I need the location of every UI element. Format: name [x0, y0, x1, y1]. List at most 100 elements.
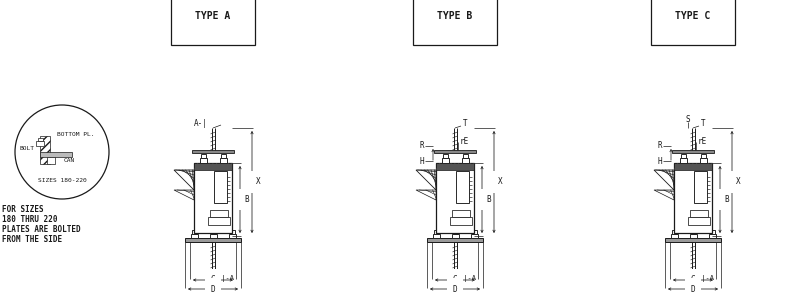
Bar [221, 154, 226, 158]
Bar [450, 217, 472, 225]
Text: A-|: A-| [194, 119, 208, 128]
Text: BOTTOM PL.: BOTTOM PL. [57, 131, 94, 136]
Bar [674, 163, 712, 233]
Bar [201, 154, 206, 158]
Text: B: B [724, 195, 729, 204]
Text: TYPE A: TYPE A [195, 10, 230, 20]
Bar [210, 277, 217, 281]
Text: 180 THRU 220: 180 THRU 220 [2, 215, 58, 224]
Text: C: C [453, 275, 458, 284]
Text: C: C [210, 275, 215, 284]
Polygon shape [654, 190, 674, 200]
Bar [710, 230, 714, 233]
Text: PLATES ARE BOLTED: PLATES ARE BOLTED [2, 226, 81, 235]
Text: TYPE C: TYPE C [675, 11, 710, 21]
Bar [36, 141, 44, 146]
Bar [462, 154, 467, 158]
Bar [699, 158, 706, 163]
Bar [453, 230, 458, 233]
Bar [690, 233, 697, 238]
Text: X: X [736, 178, 741, 187]
Bar [665, 238, 721, 242]
Bar [40, 152, 72, 157]
Text: H: H [420, 157, 425, 166]
Bar [689, 273, 698, 277]
Bar [192, 150, 234, 153]
Text: D: D [690, 284, 695, 293]
Bar [681, 154, 686, 158]
Bar [209, 273, 218, 277]
Bar [690, 277, 697, 281]
Bar [709, 233, 715, 238]
Bar [40, 136, 50, 164]
Text: T: T [701, 119, 706, 128]
Text: TYPE B: TYPE B [438, 11, 473, 21]
Bar [694, 171, 707, 203]
Bar [191, 230, 197, 233]
Bar [701, 154, 706, 158]
Text: -|-A: -|-A [218, 274, 235, 281]
Text: FROM THE SIDE: FROM THE SIDE [2, 236, 62, 244]
Bar [471, 230, 477, 233]
Bar [214, 171, 227, 203]
Bar [451, 233, 458, 238]
Bar [456, 171, 469, 203]
Bar [194, 163, 232, 170]
Bar [470, 233, 478, 238]
Text: H: H [658, 157, 662, 166]
Text: B: B [486, 195, 490, 204]
Text: -|-A: -|-A [698, 274, 715, 281]
Text: R: R [658, 142, 662, 151]
Bar [229, 233, 235, 238]
Text: TYPE A: TYPE A [195, 11, 230, 21]
Bar [436, 163, 474, 170]
Polygon shape [416, 170, 436, 190]
Text: T: T [463, 119, 468, 128]
Bar [436, 163, 474, 233]
Text: rE: rE [460, 137, 470, 146]
Bar [434, 230, 438, 233]
Polygon shape [416, 190, 436, 200]
Bar [452, 210, 470, 217]
Bar [690, 210, 708, 217]
Bar [688, 217, 710, 225]
Bar [194, 163, 232, 233]
Bar [442, 154, 447, 158]
Bar [199, 158, 206, 163]
Polygon shape [654, 170, 674, 190]
Bar [451, 277, 458, 281]
Bar [190, 233, 198, 238]
Bar [210, 233, 217, 238]
Bar [450, 273, 459, 277]
Bar [442, 158, 449, 163]
Text: FOR SIZES: FOR SIZES [2, 206, 44, 214]
Circle shape [15, 105, 109, 199]
Text: X: X [498, 178, 502, 187]
Bar [210, 210, 228, 217]
Text: D: D [210, 284, 215, 293]
Bar [690, 230, 695, 233]
Text: CAN: CAN [64, 158, 75, 163]
Text: S: S [686, 116, 690, 124]
Bar [434, 150, 476, 153]
Bar [185, 238, 241, 242]
Text: BOLT: BOLT [19, 146, 34, 151]
Polygon shape [174, 190, 194, 200]
Bar [671, 230, 677, 233]
Text: D: D [453, 284, 458, 293]
Text: -|-A: -|-A [460, 274, 477, 281]
Bar [230, 230, 234, 233]
Bar [670, 233, 678, 238]
Bar [462, 158, 469, 163]
Text: R: R [420, 142, 425, 151]
Text: C: C [690, 275, 695, 284]
Bar [672, 150, 714, 153]
Bar [210, 230, 215, 233]
Text: X: X [256, 178, 261, 187]
Bar [427, 238, 483, 242]
Text: SIZES 180-220: SIZES 180-220 [38, 178, 86, 182]
Bar [679, 158, 686, 163]
Bar [674, 163, 712, 170]
Text: rE: rE [698, 137, 707, 146]
Bar [219, 158, 226, 163]
